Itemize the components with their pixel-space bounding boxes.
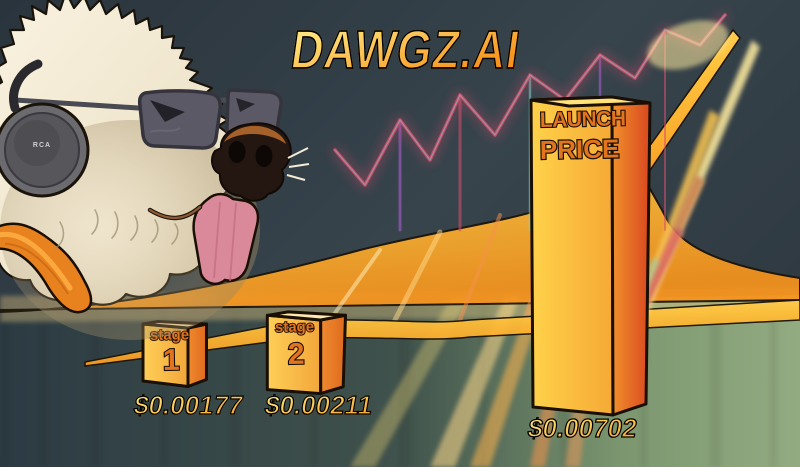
svg-text:RCA: RCA [33,142,51,149]
